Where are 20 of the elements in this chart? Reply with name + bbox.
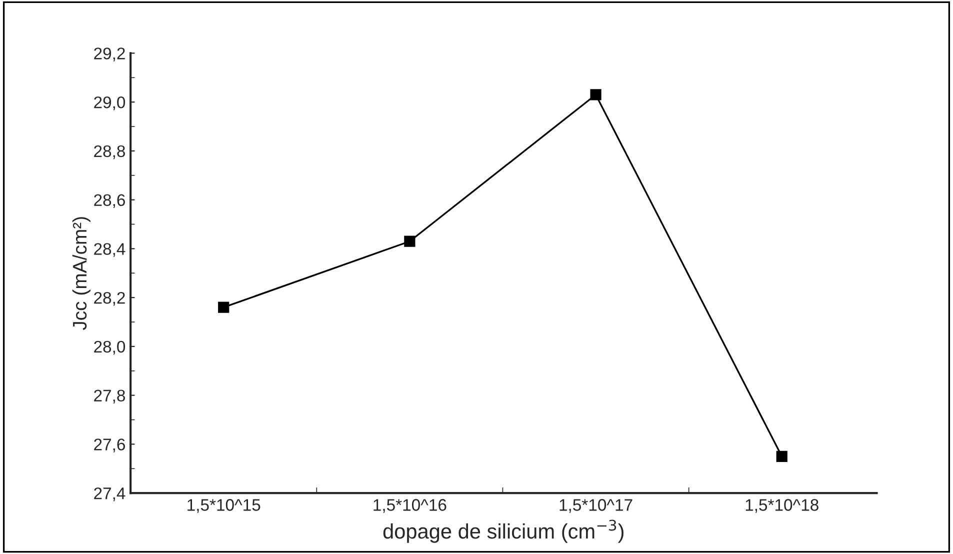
y-axis-title: Jcc (mA/cm²) [72, 217, 90, 330]
y-tick-label: 27,8 [94, 390, 125, 404]
y-tick-label: 28,8 [94, 145, 125, 160]
y-tick-label: 28,6 [94, 194, 125, 208]
x-tick-label: 1,5*10^16 [374, 499, 446, 513]
point [218, 302, 230, 313]
y-tick-label: 28,2 [94, 292, 125, 306]
point [590, 89, 602, 100]
x-tick-label: 1,5*10^17 [560, 499, 632, 513]
y-tick-label: 29,0 [94, 96, 126, 110]
point [404, 236, 416, 247]
y-tick-label: 28,0 [94, 340, 126, 355]
x-tick-label: 1,5*10^18 [746, 499, 818, 513]
y-tick-label: 29,2 [94, 48, 125, 62]
y-tick-label: 27,6 [94, 438, 125, 452]
y-tick-label: 27,4 [94, 487, 126, 502]
point [776, 450, 788, 462]
x-axis-title: dopage de silicium (cm$^{−3}$) [383, 520, 624, 543]
x-tick-label: 1,5*10^15 [188, 499, 260, 513]
y-tick-label: 28,4 [94, 243, 126, 257]
